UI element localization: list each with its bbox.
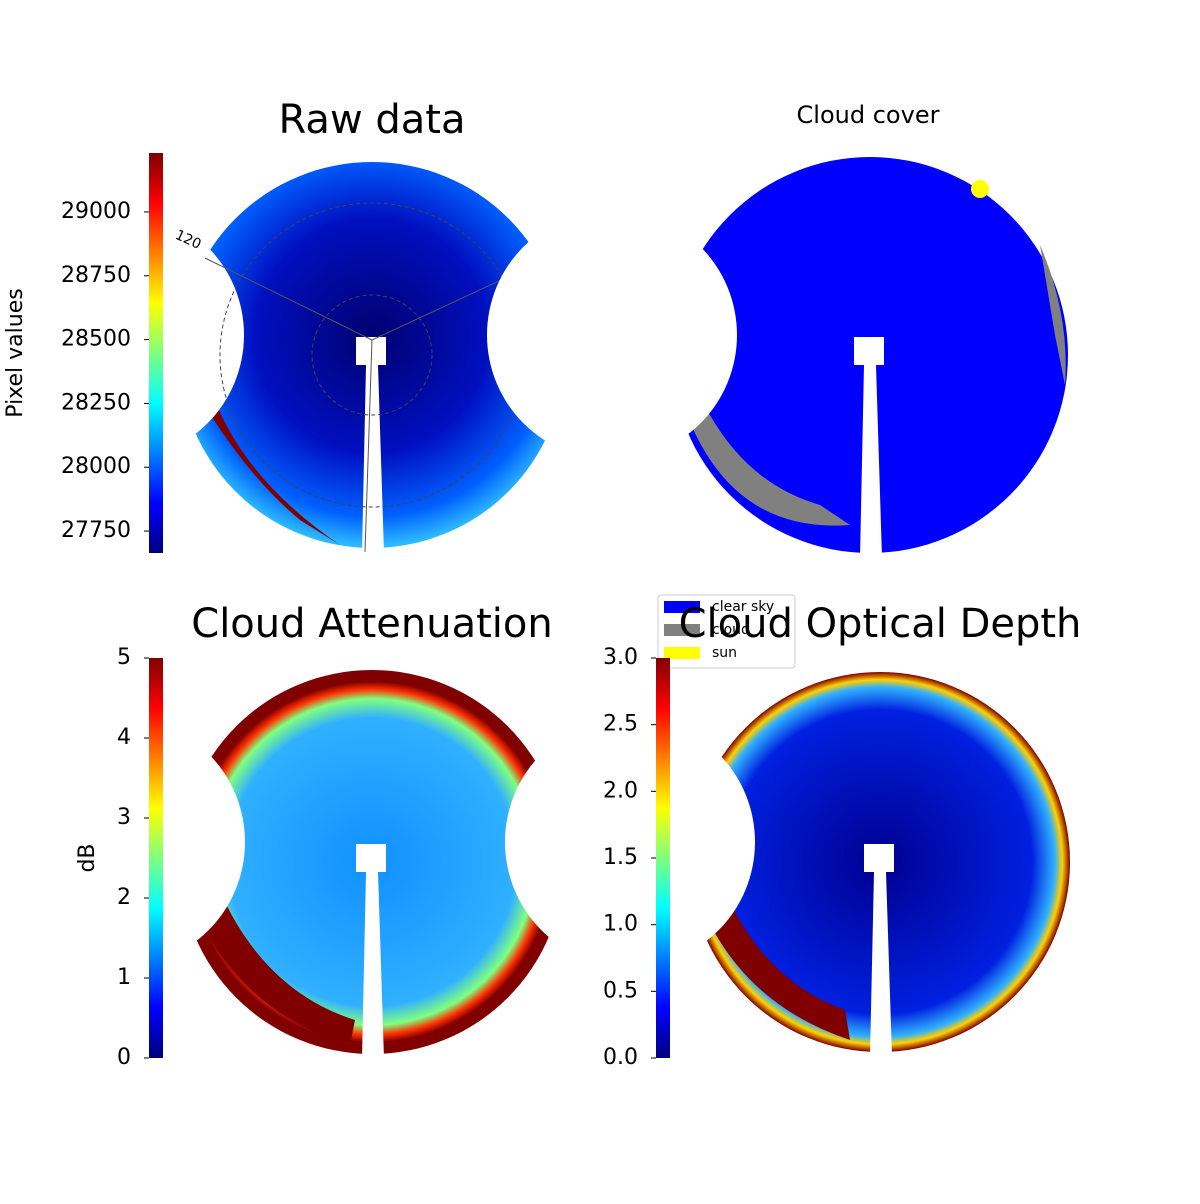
legend: clear sky cloud sun: [657, 594, 796, 669]
cloud-class: [1040, 245, 1066, 385]
legend-label: clear sky: [712, 599, 774, 615]
sun-marker: [971, 180, 989, 198]
colorbar-tick-label: 5: [117, 645, 131, 670]
panel-title: Raw data: [279, 97, 466, 143]
mask-cutout: [0, 717, 245, 967]
colorbar-tick-label: 0.5: [603, 978, 638, 1003]
mask-cutout: [487, 210, 737, 460]
colorbar-tick-label: 29000: [61, 199, 131, 224]
colorbar: [149, 153, 163, 553]
cloud-region: [185, 880, 355, 1045]
colorbar-label: Pixel values: [3, 288, 28, 417]
legend-swatch: [664, 601, 700, 613]
colorbar-tick-label: 1.0: [603, 912, 638, 937]
colorbar-tick-label: 2.5: [603, 712, 638, 737]
mask-cutout: [0, 210, 244, 460]
cloud-class: [677, 385, 850, 526]
mast-cutout: [356, 844, 386, 1059]
colorbar: [149, 658, 163, 1058]
panel-title: Cloud Attenuation: [191, 601, 552, 647]
colorbar-tick-label: 28500: [61, 327, 131, 352]
mast-cutout: [356, 337, 386, 553]
legend-label: sun: [712, 645, 737, 661]
mast-cutout: [864, 844, 894, 1057]
colorbar-tick-label: 27750: [61, 518, 131, 543]
colorbar-tick-label: 0.0: [603, 1045, 638, 1070]
legend-label: cloud: [712, 622, 750, 638]
polar-grid: [311, 294, 433, 416]
cloud-region: [692, 880, 850, 1040]
colorbar-tick-label: 28250: [61, 390, 131, 415]
panel-title: Cloud cover: [797, 101, 940, 129]
panel-title: Cloud Optical Depth: [679, 601, 1082, 647]
mask-cutout: [505, 717, 755, 967]
colorbar-tick-label: 1: [117, 965, 131, 990]
colorbar-tick-label: 4: [117, 725, 131, 750]
colorbar-tick-label: 1.5: [603, 845, 638, 870]
colorbar-tick-label: 0: [117, 1045, 131, 1070]
legend-swatch: [664, 647, 700, 659]
colorbar-tick-label: 3.0: [603, 645, 638, 670]
colorbar-tick-label: 3: [117, 805, 131, 830]
colorbar: [656, 658, 670, 1058]
legend-swatch: [664, 624, 700, 636]
colorbar-tick-label: 2.0: [603, 778, 638, 803]
colorbar-label: dB: [75, 843, 100, 872]
colorbar-tick-label: 28000: [61, 454, 131, 479]
colorbar-tick-label: 2: [117, 885, 131, 910]
colorbar-tick-label: 28750: [61, 263, 131, 288]
mast-cutout: [854, 337, 884, 558]
